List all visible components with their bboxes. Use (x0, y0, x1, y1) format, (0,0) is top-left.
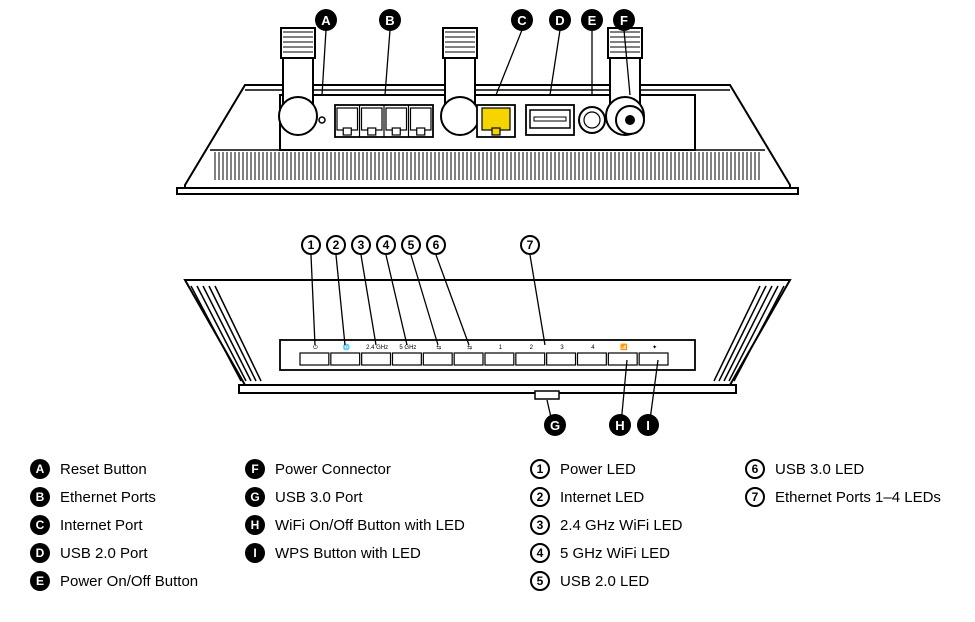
legend-row: C Internet Port (30, 511, 198, 539)
callout-letter-E: E (581, 9, 603, 31)
legend-row: 5 USB 2.0 LED (530, 567, 683, 595)
legend-label: WiFi On/Off Button with LED (275, 517, 465, 534)
legend-marker-number: 5 (530, 571, 550, 591)
legend-row: 6 USB 3.0 LED (745, 455, 941, 483)
legend-marker-letter: H (245, 515, 265, 535)
legend-label: USB 2.0 Port (60, 545, 148, 562)
legend-row: A Reset Button (30, 455, 198, 483)
legend-label: 5 GHz WiFi LED (560, 545, 670, 562)
legend-marker-letter: C (30, 515, 50, 535)
callout-letter-A: A (315, 9, 337, 31)
legend-row: 3 2.4 GHz WiFi LED (530, 511, 683, 539)
callout-letter-F: F (613, 9, 635, 31)
legend-marker-letter: G (245, 487, 265, 507)
legend-marker-letter: F (245, 459, 265, 479)
legend-label: Power On/Off Button (60, 573, 198, 590)
legend-label: Reset Button (60, 461, 147, 478)
callout-letter-D: D (549, 9, 571, 31)
legend-row: D USB 2.0 Port (30, 539, 198, 567)
legend-row: I WPS Button with LED (245, 539, 465, 567)
legend-label: Power LED (560, 461, 636, 478)
legend-marker-letter: B (30, 487, 50, 507)
legend-marker-number: 6 (745, 459, 765, 479)
callout-number-2: 2 (326, 235, 346, 255)
legend-row: F Power Connector (245, 455, 465, 483)
legend-label: WPS Button with LED (275, 545, 421, 562)
legend-label: USB 3.0 Port (275, 489, 363, 506)
callout-letter-I: I (637, 414, 659, 436)
legend-marker-number: 2 (530, 487, 550, 507)
callout-number-3: 3 (351, 235, 371, 255)
legend-label: 2.4 GHz WiFi LED (560, 517, 683, 534)
legend-label: Ethernet Ports (60, 489, 156, 506)
callout-number-5: 5 (401, 235, 421, 255)
callout-number-6: 6 (426, 235, 446, 255)
legend-label: Internet LED (560, 489, 644, 506)
router-diagram: ⏻🌐2.4 GHz5 GHz⇆⇆1234📶✦ ABCDEFGHI1234567 … (0, 0, 975, 622)
callout-number-7: 7 (520, 235, 540, 255)
legend-row: G USB 3.0 Port (245, 483, 465, 511)
legend-label: Power Connector (275, 461, 391, 478)
legend-marker-number: 7 (745, 487, 765, 507)
legend-row: 4 5 GHz WiFi LED (530, 539, 683, 567)
legend-marker-letter: A (30, 459, 50, 479)
legend-column-2: 1 Power LED 2 Internet LED 3 2.4 GHz WiFi LED… (530, 455, 683, 595)
legend-marker-number: 4 (530, 543, 550, 563)
legend-row: B Ethernet Ports (30, 483, 198, 511)
legend-row: 1 Power LED (530, 455, 683, 483)
callout-letter-C: C (511, 9, 533, 31)
legend-column-3: 6 USB 3.0 LED 7 Ethernet Ports 1–4 LEDs (745, 455, 941, 511)
legend-column-1: F Power Connector G USB 3.0 Port H WiFi On/Of… (245, 455, 465, 567)
legend-row: H WiFi On/Off Button with LED (245, 511, 465, 539)
callout-letter-G: G (544, 414, 566, 436)
legend-marker-number: 3 (530, 515, 550, 535)
legend-label: Ethernet Ports 1–4 LEDs (775, 489, 941, 506)
legend-marker-letter: D (30, 543, 50, 563)
callout-letter-B: B (379, 9, 401, 31)
legend-marker-letter: I (245, 543, 265, 563)
legend-label: USB 3.0 LED (775, 461, 864, 478)
legend-label: Internet Port (60, 517, 143, 534)
legend-row: 2 Internet LED (530, 483, 683, 511)
callout-number-1: 1 (301, 235, 321, 255)
legend-row: 7 Ethernet Ports 1–4 LEDs (745, 483, 941, 511)
callout-number-4: 4 (376, 235, 396, 255)
callout-letter-H: H (609, 414, 631, 436)
legend-row: E Power On/Off Button (30, 567, 198, 595)
legend-label: USB 2.0 LED (560, 573, 649, 590)
legend-column-0: A Reset Button B Ethernet Ports C Internet Po… (30, 455, 198, 595)
legend-marker-number: 1 (530, 459, 550, 479)
legend-marker-letter: E (30, 571, 50, 591)
